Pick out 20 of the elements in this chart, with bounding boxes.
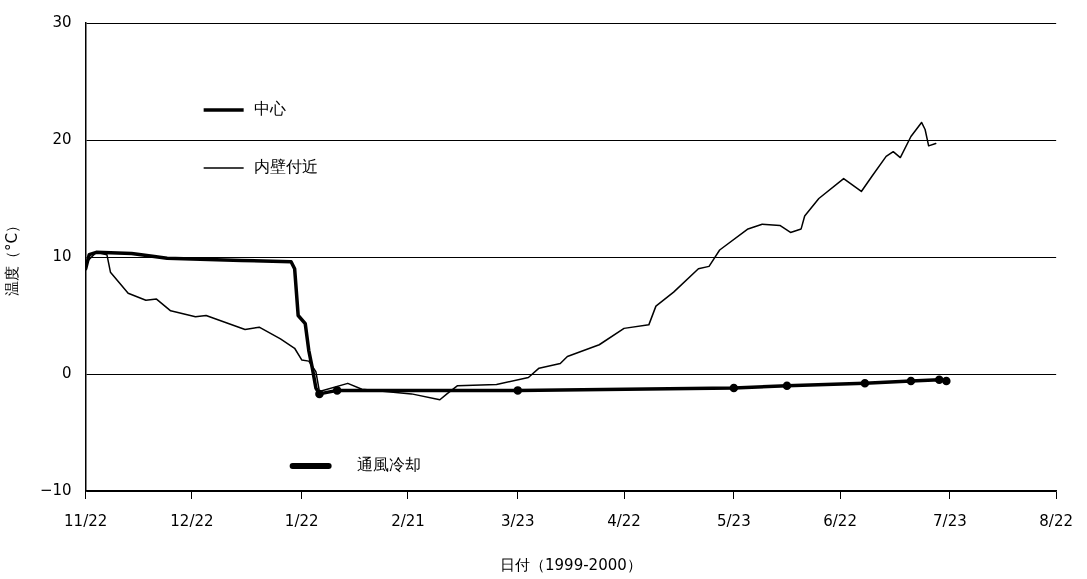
legend-label: 内壁付近 bbox=[253, 157, 318, 177]
x-axis-title: 日付（1999-2000） bbox=[500, 555, 642, 574]
x-tick-label: 12/22 bbox=[170, 511, 214, 530]
x-tick-label: 7/23 bbox=[933, 511, 967, 530]
y-tick-label: 0 bbox=[62, 363, 72, 382]
x-tick-label: 4/22 bbox=[607, 511, 641, 530]
x-tick-label: 8/22 bbox=[1039, 511, 1073, 530]
x-tick-label: 1/22 bbox=[284, 511, 319, 530]
y-axis-title: 温度（°C） bbox=[2, 218, 21, 296]
legend-label: 中心 bbox=[253, 99, 286, 119]
x-tick-label: 2/21 bbox=[391, 511, 425, 530]
y-tick-label: 30 bbox=[52, 12, 72, 31]
y-tick-label: 10 bbox=[52, 246, 72, 265]
x-tick-label: 11/22 bbox=[64, 511, 108, 530]
legend-label: 通風冷却 bbox=[356, 455, 421, 475]
y-tick-label: −10 bbox=[40, 480, 72, 499]
x-tick-label: 6/22 bbox=[823, 511, 857, 530]
y-tick-label: 20 bbox=[52, 129, 72, 148]
x-tick-label: 3/23 bbox=[500, 511, 535, 530]
x-tick-label: 5/23 bbox=[716, 511, 751, 530]
